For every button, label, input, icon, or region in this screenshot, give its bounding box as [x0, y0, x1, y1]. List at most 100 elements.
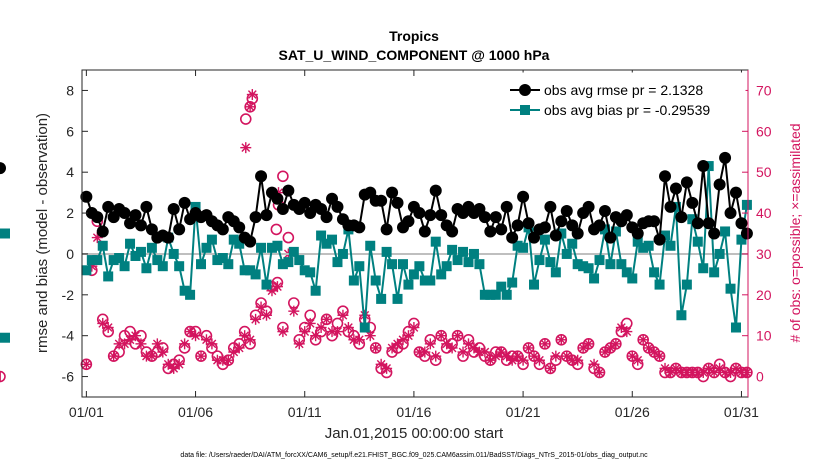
- rmse-point: [173, 223, 186, 236]
- bias-point: [245, 265, 256, 276]
- obs-assimilated-point-stroke: [638, 335, 648, 345]
- rmse-point: [735, 217, 748, 230]
- ticks-layer: 01/01 01/06 01/11 01/16 01/21 01/26 01/31 -6 -4 -…: [62, 70, 772, 420]
- obs-assimilated-point-stroke: [535, 355, 544, 365]
- obs-assimilated-point-stroke: [704, 364, 714, 373]
- rmse-point: [549, 229, 562, 242]
- rmse-point: [80, 190, 93, 203]
- rmse-point: [446, 225, 459, 238]
- obs-assimilated-point-stroke: [322, 314, 331, 324]
- bias-point: [594, 255, 605, 266]
- rmse-point: [620, 209, 633, 222]
- obs-assimilated-point-stroke: [655, 351, 664, 361]
- rmse-point: [282, 184, 295, 197]
- rmse-point: [260, 209, 273, 222]
- bias-point: [157, 261, 168, 272]
- bias-point: [741, 199, 752, 210]
- bias-point: [638, 242, 649, 253]
- rmse-point: [96, 225, 109, 238]
- bias-point: [452, 255, 463, 266]
- obs-assimilated-point: [604, 342, 616, 354]
- y2-axis-label: # of obs: o=possible; ×=assimilated: [787, 123, 803, 342]
- obs-assimilated-point-stroke: [584, 339, 593, 349]
- legend: obs avg rmse pr = 2.1328 obs avg bias pr…: [504, 72, 746, 124]
- obs-assimilated-point: [703, 362, 715, 374]
- rmse-point: [271, 192, 284, 205]
- obs-assimilated-point: [342, 322, 354, 334]
- obs-assimilated-point-stroke: [698, 368, 708, 377]
- rmse-point: [686, 196, 699, 209]
- obs-assimilated-point-stroke: [540, 339, 550, 349]
- bias-point: [337, 248, 348, 259]
- y-tick-label: 0: [66, 246, 74, 262]
- obs-assimilated-point-stroke: [742, 368, 752, 377]
- bias-point: [676, 310, 687, 321]
- obs-assimilated-point: [577, 342, 589, 354]
- bias-point: [419, 275, 430, 286]
- obs-assimilated-point: [244, 334, 256, 346]
- bias-point: [92, 255, 103, 266]
- obs-assimilated-point: [463, 338, 474, 350]
- bias-point: [266, 242, 277, 253]
- bias-point: [545, 257, 556, 268]
- bias-point: [539, 234, 550, 245]
- bias-point: [730, 322, 741, 333]
- obs-assimilated-point: [583, 338, 595, 350]
- rmse-point: [598, 205, 611, 218]
- obs-assimilated-point: [179, 338, 191, 350]
- bias-point: [518, 242, 529, 253]
- bias-point: [277, 259, 288, 270]
- bias-point: [97, 240, 108, 251]
- bias-point: [436, 269, 447, 280]
- rmse-point: [648, 215, 661, 228]
- rmse-point: [91, 211, 104, 224]
- obs-assimilated-point-stroke: [600, 347, 610, 357]
- y2-tick-label: 20: [756, 287, 772, 303]
- obs-assimilated-point-stroke: [420, 347, 430, 357]
- obs-assimilated-point-stroke: [376, 359, 386, 369]
- bias-point: [327, 234, 338, 245]
- obs-assimilated-point-stroke: [131, 331, 140, 341]
- obs-assimilated-point: [435, 330, 447, 342]
- bias-point: [578, 261, 589, 272]
- obs-assimilated-point-stroke: [709, 368, 719, 377]
- obs-assimilated-point-stroke: [120, 339, 129, 349]
- bias-point: [179, 285, 190, 296]
- obs-assimilated-point-stroke: [469, 343, 479, 353]
- rmse-point: [675, 211, 688, 224]
- bias-point: [381, 246, 392, 257]
- bias-point: [430, 236, 441, 247]
- obs-assimilated-point-stroke: [436, 331, 446, 341]
- bias-point: [632, 236, 643, 247]
- bias-point: [146, 242, 157, 253]
- rmse-point: [129, 209, 142, 222]
- obs-assimilated-point: [632, 354, 644, 366]
- bias-point: [196, 259, 207, 270]
- rmse-point: [249, 211, 262, 224]
- obs-assimilated-point: [277, 326, 289, 338]
- obs-assimilated-point-stroke: [338, 310, 348, 320]
- bias-point: [692, 236, 703, 247]
- bias-point: [736, 234, 747, 245]
- bias-point: [387, 259, 398, 270]
- rmse-point: [413, 207, 426, 220]
- obs-assimilated-point: [310, 330, 322, 342]
- obs-assimilated-point-stroke: [240, 331, 250, 341]
- obs-assimilated-point-stroke: [715, 364, 724, 373]
- rmse-point: [517, 190, 530, 203]
- obs-assimilated-point: [544, 362, 556, 374]
- bias-point: [223, 259, 234, 270]
- obs-assimilated-point: [222, 354, 234, 366]
- obs-assimilated-point-stroke: [81, 359, 91, 369]
- obs-assimilated-point-stroke: [229, 347, 239, 357]
- bias-point: [599, 224, 610, 235]
- y-tick-label: 2: [66, 205, 74, 221]
- bias-point: [141, 263, 152, 274]
- y-tick-label: 4: [66, 164, 74, 180]
- bias-point: [447, 244, 458, 255]
- legend-box: [504, 72, 746, 124]
- rmse-point: [664, 200, 677, 213]
- bias-point: [474, 259, 485, 270]
- rmse-point: [522, 217, 535, 230]
- obs-assimilated-point-stroke: [98, 319, 108, 328]
